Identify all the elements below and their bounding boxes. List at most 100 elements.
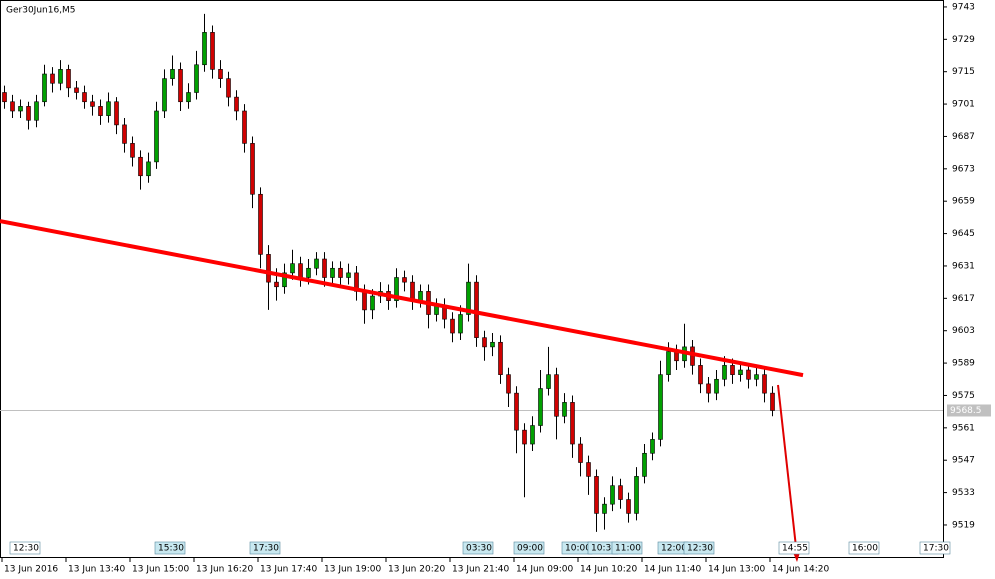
time-marker: 10:00 xyxy=(565,544,591,554)
x-tick-label: 14 Jun 10:20 xyxy=(580,565,637,575)
x-tick-label: 14 Jun 09:00 xyxy=(516,565,573,575)
x-tick-label: 14 Jun 11:40 xyxy=(644,565,701,575)
candle-body xyxy=(322,258,327,278)
candle-body xyxy=(82,92,87,103)
time-marker-bg xyxy=(683,541,715,555)
candle-body xyxy=(250,143,255,195)
candle-body xyxy=(650,439,655,454)
candle-body xyxy=(562,402,567,417)
candle-body xyxy=(130,143,135,158)
candle-body xyxy=(58,69,63,84)
candle-body xyxy=(578,443,583,463)
candle-body xyxy=(186,92,191,103)
candle-body xyxy=(314,258,319,269)
time-marker: 15:30 xyxy=(158,544,184,554)
time-marker: 12:30 xyxy=(687,544,713,554)
y-tick-label: 9701 xyxy=(952,100,975,110)
time-marker: 11:00 xyxy=(615,544,641,554)
candle-body xyxy=(226,78,231,98)
candle-body xyxy=(698,365,703,385)
candle-body xyxy=(458,314,463,334)
candle-body xyxy=(658,374,663,440)
candle-body xyxy=(274,281,279,288)
candle-body xyxy=(626,499,631,514)
time-marker: 10:30 xyxy=(591,544,617,554)
candle-body xyxy=(530,425,535,445)
candle-body xyxy=(162,78,167,112)
time-marker-bg xyxy=(462,541,494,555)
chart-title: Ger30Jun16,M5 xyxy=(6,6,76,16)
time-marker: 17:30 xyxy=(923,544,949,554)
trend-line xyxy=(0,219,804,378)
candle-body xyxy=(762,374,767,394)
candle-body xyxy=(482,337,487,348)
candle-body xyxy=(554,374,559,417)
candle-body xyxy=(546,374,551,389)
candle-body xyxy=(346,272,351,278)
x-tick-label: 13 Jun 21:40 xyxy=(452,565,509,575)
candle-body xyxy=(290,263,295,274)
y-tick-label: 9743 xyxy=(952,2,975,12)
candle-body xyxy=(730,365,735,375)
candle-body xyxy=(450,318,455,334)
y-tick-label: 9617 xyxy=(952,294,975,304)
candle-body xyxy=(50,73,55,84)
candle-body xyxy=(242,110,247,144)
time-marker: 09:00 xyxy=(517,544,543,554)
candle-body xyxy=(210,32,215,70)
candle-body xyxy=(338,267,343,278)
time-marker: 14:55 xyxy=(782,544,808,554)
candle-body xyxy=(666,351,671,375)
x-tick-label: 13 Jun 17:40 xyxy=(260,565,317,575)
x-tick-label: 13 Jun 2016 xyxy=(4,565,58,575)
candle-body xyxy=(506,374,511,394)
candle-body xyxy=(10,101,15,112)
price-label: 9568.5 xyxy=(950,406,982,416)
time-marker-bg xyxy=(513,541,545,555)
time-marker: 03:30 xyxy=(466,544,492,554)
candle-body xyxy=(194,64,199,93)
candle-body xyxy=(34,101,39,121)
candle-body xyxy=(202,32,207,66)
candle-body xyxy=(418,291,423,301)
time-marker-bg xyxy=(778,541,810,555)
y-tick-label: 9561 xyxy=(952,423,975,433)
y-tick-label: 9659 xyxy=(952,197,975,207)
candle-body xyxy=(570,402,575,445)
y-tick-label: 9631 xyxy=(952,261,975,271)
plot-frame xyxy=(0,0,944,558)
y-tick-label: 9533 xyxy=(952,488,975,498)
time-marker-bg xyxy=(9,541,41,555)
x-tick-label: 13 Jun 13:40 xyxy=(68,565,125,575)
candle-body xyxy=(98,106,103,116)
x-tick-label: 13 Jun 20:20 xyxy=(388,565,445,575)
x-tick-label: 14 Jun 13:00 xyxy=(708,565,765,575)
time-marker-bg xyxy=(919,541,951,555)
candle-body xyxy=(298,263,303,278)
candle-body xyxy=(106,101,111,116)
candle-body xyxy=(266,254,271,283)
candle-body xyxy=(402,277,407,283)
candle-body xyxy=(634,476,639,514)
candle-body xyxy=(234,96,239,112)
candle-body xyxy=(474,281,479,338)
candle-body xyxy=(122,124,127,144)
candle-body xyxy=(154,110,159,163)
candle-body xyxy=(170,69,175,79)
candle-body xyxy=(610,485,615,505)
candle-body xyxy=(306,267,311,278)
time-marker-bg xyxy=(611,541,643,555)
candle-body xyxy=(370,295,375,311)
candle-body xyxy=(602,503,607,514)
candle-body xyxy=(738,369,743,375)
candle-body xyxy=(770,392,775,411)
time-marker-bg xyxy=(848,541,880,555)
candle-body xyxy=(178,69,183,103)
candle-body xyxy=(642,452,647,477)
candle-body xyxy=(754,374,759,380)
y-tick-label: 9687 xyxy=(952,132,975,142)
time-marker: 12:30 xyxy=(13,544,39,554)
candle-body xyxy=(466,281,471,315)
candle-body xyxy=(722,365,727,380)
